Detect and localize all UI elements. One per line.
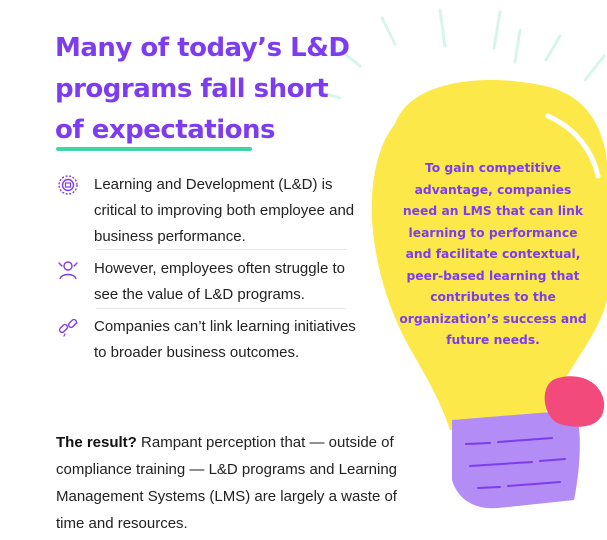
divider (96, 249, 346, 250)
broken-link-icon (58, 318, 78, 337)
result-paragraph: The result? Rampant perception that — ou… (56, 429, 416, 537)
page-title: Many of today’s L&D programs fall short … (55, 28, 355, 151)
result-body: Rampant perception that — outside of com… (56, 434, 398, 532)
title-line-3: of expectations (55, 115, 275, 145)
title-line-1: Many of today’s L&D (55, 33, 350, 63)
confused-person-icon (58, 261, 78, 280)
list-item: However, employees often struggle to see… (56, 256, 356, 308)
target-gear-icon (58, 175, 78, 195)
bullet-text: However, employees often struggle to see… (94, 260, 345, 303)
list-item: Learning and Development (L&D) is critic… (56, 172, 356, 250)
bulb-highlight (545, 113, 601, 179)
bullet-text: Companies can’t link learning initiative… (94, 318, 356, 361)
title-underline (56, 147, 252, 151)
base-lines (465, 437, 566, 489)
result-lead: The result? (56, 434, 137, 451)
bullet-text: Learning and Development (L&D) is critic… (94, 176, 355, 245)
light-rays (318, 8, 606, 100)
bulb-callout-text: To gain competitive advantage, companies… (399, 161, 587, 347)
pink-blob (544, 376, 605, 427)
title-line-2: programs fall short (55, 74, 329, 104)
bulb-glass (371, 80, 607, 432)
divider (96, 308, 346, 309)
list-item: Companies can’t link learning initiative… (56, 314, 356, 366)
